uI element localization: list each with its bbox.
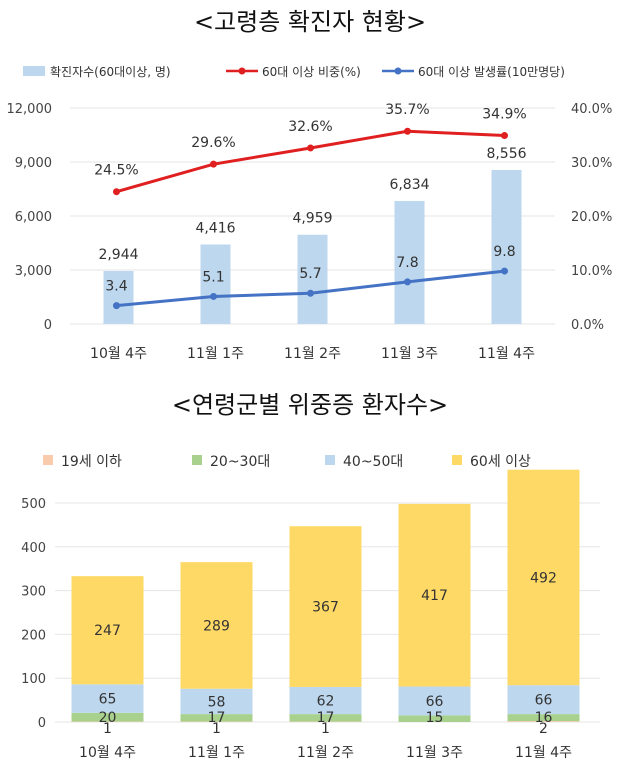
chart1-ytick-left: 9,000	[15, 156, 52, 171]
chart1-category-label: 11월 1주	[187, 346, 244, 362]
chart2-label-4050: 62	[317, 694, 335, 710]
chart1-rate-label: 5.1	[202, 269, 224, 285]
chart1-ratio-label: 24.5%	[94, 163, 138, 179]
legend1-rate-label: 60대 이상 발생률(10만명당)	[418, 65, 565, 79]
chart1-bar-label: 4,959	[292, 211, 332, 227]
legend2-swatch-3	[452, 455, 462, 465]
chart2-ytick: 400	[21, 541, 46, 556]
chart1-category-label: 11월 4주	[478, 346, 535, 362]
chart1-ratio-point	[501, 132, 508, 139]
chart1-rate-point	[501, 268, 508, 275]
chart1-rate-label: 3.4	[105, 279, 127, 295]
chart2-ytick: 200	[21, 628, 46, 643]
chart2-label-60: 367	[312, 600, 339, 616]
chart1-ytick-right: 10.0%	[571, 264, 612, 279]
chart1-bar-label: 6,834	[389, 177, 429, 193]
chart2-title: <연령군별 위중증 환자수>	[172, 391, 448, 419]
legend1-bar-label: 확진자수(60대이상, 명)	[50, 65, 171, 79]
chart1-title: <고령층 확진자 현황>	[194, 8, 426, 36]
chart1-ytick-right: 30.0%	[571, 156, 612, 171]
legend1-ratio-label: 60대 이상 비중(%)	[262, 65, 361, 79]
chart2-category-label: 11월 1주	[188, 745, 245, 761]
chart1-ratio-point	[307, 144, 314, 151]
chart1-ratio-label: 34.9%	[482, 107, 526, 123]
chart1-category-label: 10월 4주	[90, 346, 147, 362]
chart2-label-60: 492	[530, 570, 557, 586]
chart2-label-2030: 16	[535, 710, 553, 726]
legend2-label-0: 19세 이하	[61, 454, 122, 470]
legend2-swatch-1	[192, 455, 202, 465]
chart1-plot: 0 3,000 6,000 9,000 12,000 0.0% 10.0% 20.0% 30.0…	[7, 102, 613, 362]
chart1-ratio-label: 29.6%	[191, 135, 235, 151]
chart2-label-2030: 17	[317, 710, 335, 726]
chart2-label-4050: 58	[208, 694, 226, 710]
legend1-rate-marker	[395, 68, 402, 75]
chart1-ytick-right: 40.0%	[571, 102, 612, 117]
chart2-label-4050: 65	[99, 692, 117, 708]
chart1-rate-point	[113, 302, 120, 309]
chart2-category-label: 11월 3주	[406, 745, 463, 761]
chart1-bar-label: 8,556	[486, 146, 526, 162]
chart2-label-2030: 20	[99, 710, 117, 726]
chart2-ytick: 500	[21, 497, 46, 512]
chart2-label-2030: 17	[208, 710, 226, 726]
chart1-ytick-right: 20.0%	[571, 210, 612, 225]
chart2-label-60: 247	[94, 623, 121, 639]
chart1-category-label: 11월 3주	[381, 346, 438, 362]
chart2-ytick: 0	[38, 716, 46, 731]
chart1-ratio-label: 35.7%	[385, 102, 429, 118]
chart1-ytick-right: 0.0%	[571, 318, 604, 333]
chart2-category-label: 11월 4주	[515, 745, 572, 761]
legend2-swatch-2	[325, 455, 335, 465]
chart1-rate-point	[404, 278, 411, 285]
chart2-label-2030: 15	[426, 710, 444, 726]
chart2-category-label: 10월 4주	[79, 745, 136, 761]
chart1-ratio-label: 32.6%	[288, 119, 332, 135]
chart2-category-label: 11월 2주	[297, 745, 354, 761]
chart1-rate-point	[210, 293, 217, 300]
chart2-label-60: 417	[421, 588, 448, 604]
chart2-label-4050: 66	[535, 693, 553, 709]
chart1-ytick-left: 3,000	[15, 264, 52, 279]
chart1-ytick-left: 12,000	[7, 102, 53, 117]
chart2-label-4050: 66	[426, 694, 444, 710]
legend2-label-2: 40~50대	[343, 454, 403, 470]
chart1-ratio-point	[210, 161, 217, 168]
chart1-rate-label: 7.8	[396, 255, 418, 271]
chart1-rate-point	[307, 290, 314, 297]
legend1-bar-swatch	[23, 66, 45, 76]
chart1-rate-label: 5.7	[299, 266, 321, 282]
chart2-ytick: 100	[21, 672, 46, 687]
chart1-ytick-left: 6,000	[15, 210, 52, 225]
chart2-ytick: 300	[21, 585, 46, 600]
chart1-rate-label: 9.8	[493, 244, 515, 260]
chart1-category-label: 11월 2주	[284, 346, 341, 362]
legend2-label-3: 60세 이상	[470, 454, 531, 470]
legend2-swatch-0	[43, 455, 53, 465]
legend2-label-1: 20~30대	[210, 454, 270, 470]
legend1-ratio-marker	[239, 68, 246, 75]
chart2-label-60: 289	[203, 618, 230, 634]
chart1-ytick-left: 0	[44, 318, 52, 333]
chart1-ratio-line	[117, 131, 505, 191]
chart1-ratio-point	[404, 128, 411, 135]
chart1-bar-label: 4,416	[195, 221, 235, 237]
chart1-bar-label: 2,944	[98, 247, 138, 263]
chart1-ratio-point	[113, 188, 120, 195]
